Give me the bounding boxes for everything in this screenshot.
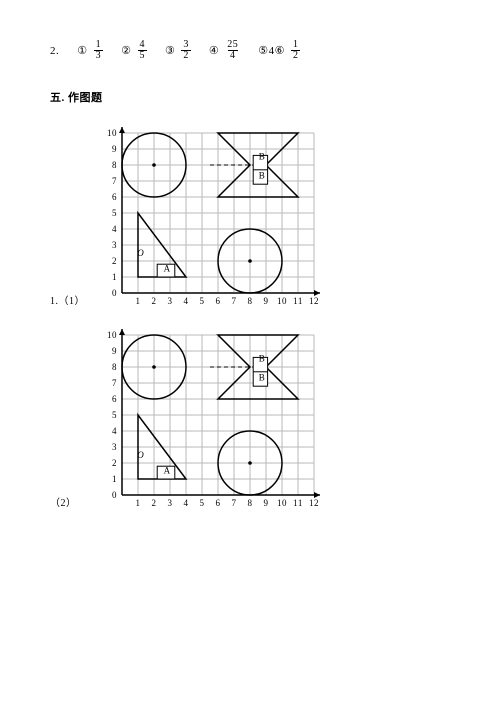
answer-row: 2. ① 1 3 ② 4 5 ③ 3 2 ④ 25 4 ⑤4⑥ 1 2 bbox=[50, 40, 450, 61]
svg-text:10: 10 bbox=[107, 128, 117, 138]
svg-text:3: 3 bbox=[168, 296, 173, 306]
svg-text:1: 1 bbox=[112, 272, 117, 282]
answer-item-4: ④ 25 4 bbox=[209, 40, 240, 61]
svg-text:B: B bbox=[259, 151, 266, 161]
fraction-1: 1 3 bbox=[94, 40, 104, 61]
svg-text:3: 3 bbox=[112, 240, 117, 250]
svg-text:2: 2 bbox=[152, 498, 157, 508]
svg-text:9: 9 bbox=[264, 296, 269, 306]
svg-text:4: 4 bbox=[112, 224, 117, 234]
frac-num: 4 bbox=[138, 40, 148, 50]
fraction-56: 1 2 bbox=[291, 40, 301, 61]
svg-text:8: 8 bbox=[248, 498, 253, 508]
answer-prefix: 2. bbox=[50, 45, 59, 57]
figure-2-block: （2） 123456789101112012345678910OABB bbox=[50, 321, 450, 513]
marker-56: ⑤4⑥ bbox=[258, 44, 285, 57]
svg-text:A: A bbox=[164, 465, 171, 475]
svg-text:7: 7 bbox=[112, 176, 117, 186]
frac-num: 3 bbox=[181, 40, 191, 50]
svg-text:O: O bbox=[137, 450, 144, 460]
svg-text:B: B bbox=[259, 171, 266, 181]
svg-text:1: 1 bbox=[136, 498, 141, 508]
svg-text:0: 0 bbox=[112, 490, 117, 500]
svg-text:9: 9 bbox=[112, 346, 117, 356]
svg-text:6: 6 bbox=[112, 394, 117, 404]
svg-text:1: 1 bbox=[112, 474, 117, 484]
svg-text:9: 9 bbox=[112, 144, 117, 154]
svg-text:3: 3 bbox=[112, 442, 117, 452]
svg-text:1: 1 bbox=[136, 296, 141, 306]
frac-den: 2 bbox=[181, 50, 191, 61]
frac-den: 3 bbox=[94, 50, 104, 61]
frac-den: 4 bbox=[228, 50, 238, 61]
fraction-2: 4 5 bbox=[138, 40, 148, 61]
svg-text:10: 10 bbox=[277, 498, 287, 508]
svg-text:7: 7 bbox=[232, 498, 237, 508]
frac-num: 1 bbox=[94, 40, 104, 50]
answer-item-56: ⑤4⑥ 1 2 bbox=[258, 40, 300, 61]
fraction-4: 25 4 bbox=[225, 40, 240, 61]
svg-text:4: 4 bbox=[112, 426, 117, 436]
answer-item-1: ① 1 3 bbox=[77, 40, 103, 61]
marker-4: ④ bbox=[209, 44, 219, 57]
svg-text:5: 5 bbox=[112, 410, 117, 420]
grid-chart-1: 123456789101112012345678910OABB bbox=[100, 119, 328, 311]
svg-text:2: 2 bbox=[112, 458, 117, 468]
svg-text:9: 9 bbox=[264, 498, 269, 508]
figure-2-label: （2） bbox=[50, 494, 100, 513]
svg-text:8: 8 bbox=[248, 296, 253, 306]
svg-text:4: 4 bbox=[184, 296, 189, 306]
svg-text:10: 10 bbox=[277, 296, 287, 306]
svg-text:B: B bbox=[259, 373, 266, 383]
svg-text:12: 12 bbox=[309, 498, 319, 508]
frac-num: 1 bbox=[291, 40, 301, 50]
svg-text:2: 2 bbox=[152, 296, 157, 306]
fraction-3: 3 2 bbox=[181, 40, 191, 61]
svg-text:8: 8 bbox=[112, 160, 117, 170]
frac-num: 25 bbox=[225, 40, 240, 50]
svg-text:12: 12 bbox=[309, 296, 319, 306]
marker-2: ② bbox=[121, 44, 131, 57]
answer-item-2: ② 4 5 bbox=[121, 40, 147, 61]
svg-text:0: 0 bbox=[112, 288, 117, 298]
svg-text:6: 6 bbox=[112, 192, 117, 202]
svg-text:6: 6 bbox=[216, 296, 221, 306]
svg-text:7: 7 bbox=[232, 296, 237, 306]
svg-text:B: B bbox=[259, 353, 266, 363]
frac-den: 5 bbox=[138, 50, 148, 61]
svg-text:5: 5 bbox=[200, 296, 205, 306]
frac-den: 2 bbox=[291, 50, 301, 61]
svg-text:3: 3 bbox=[168, 498, 173, 508]
marker-1: ① bbox=[77, 44, 87, 57]
svg-text:2: 2 bbox=[112, 256, 117, 266]
figure-1-block: 1.（1） 123456789101112012345678910OABB bbox=[50, 119, 450, 311]
svg-text:11: 11 bbox=[293, 498, 303, 508]
svg-text:5: 5 bbox=[200, 498, 205, 508]
svg-text:8: 8 bbox=[112, 362, 117, 372]
svg-text:O: O bbox=[137, 248, 144, 258]
answer-item-3: ③ 3 2 bbox=[165, 40, 191, 61]
section-title: 五. 作图题 bbox=[50, 89, 450, 105]
figure-1-label: 1.（1） bbox=[50, 292, 100, 311]
grid-chart-2: 123456789101112012345678910OABB bbox=[100, 321, 328, 513]
svg-text:7: 7 bbox=[112, 378, 117, 388]
svg-text:A: A bbox=[164, 263, 171, 273]
svg-text:5: 5 bbox=[112, 208, 117, 218]
svg-text:10: 10 bbox=[107, 330, 117, 340]
svg-text:6: 6 bbox=[216, 498, 221, 508]
svg-text:4: 4 bbox=[184, 498, 189, 508]
marker-3: ③ bbox=[165, 44, 175, 57]
svg-text:11: 11 bbox=[293, 296, 303, 306]
